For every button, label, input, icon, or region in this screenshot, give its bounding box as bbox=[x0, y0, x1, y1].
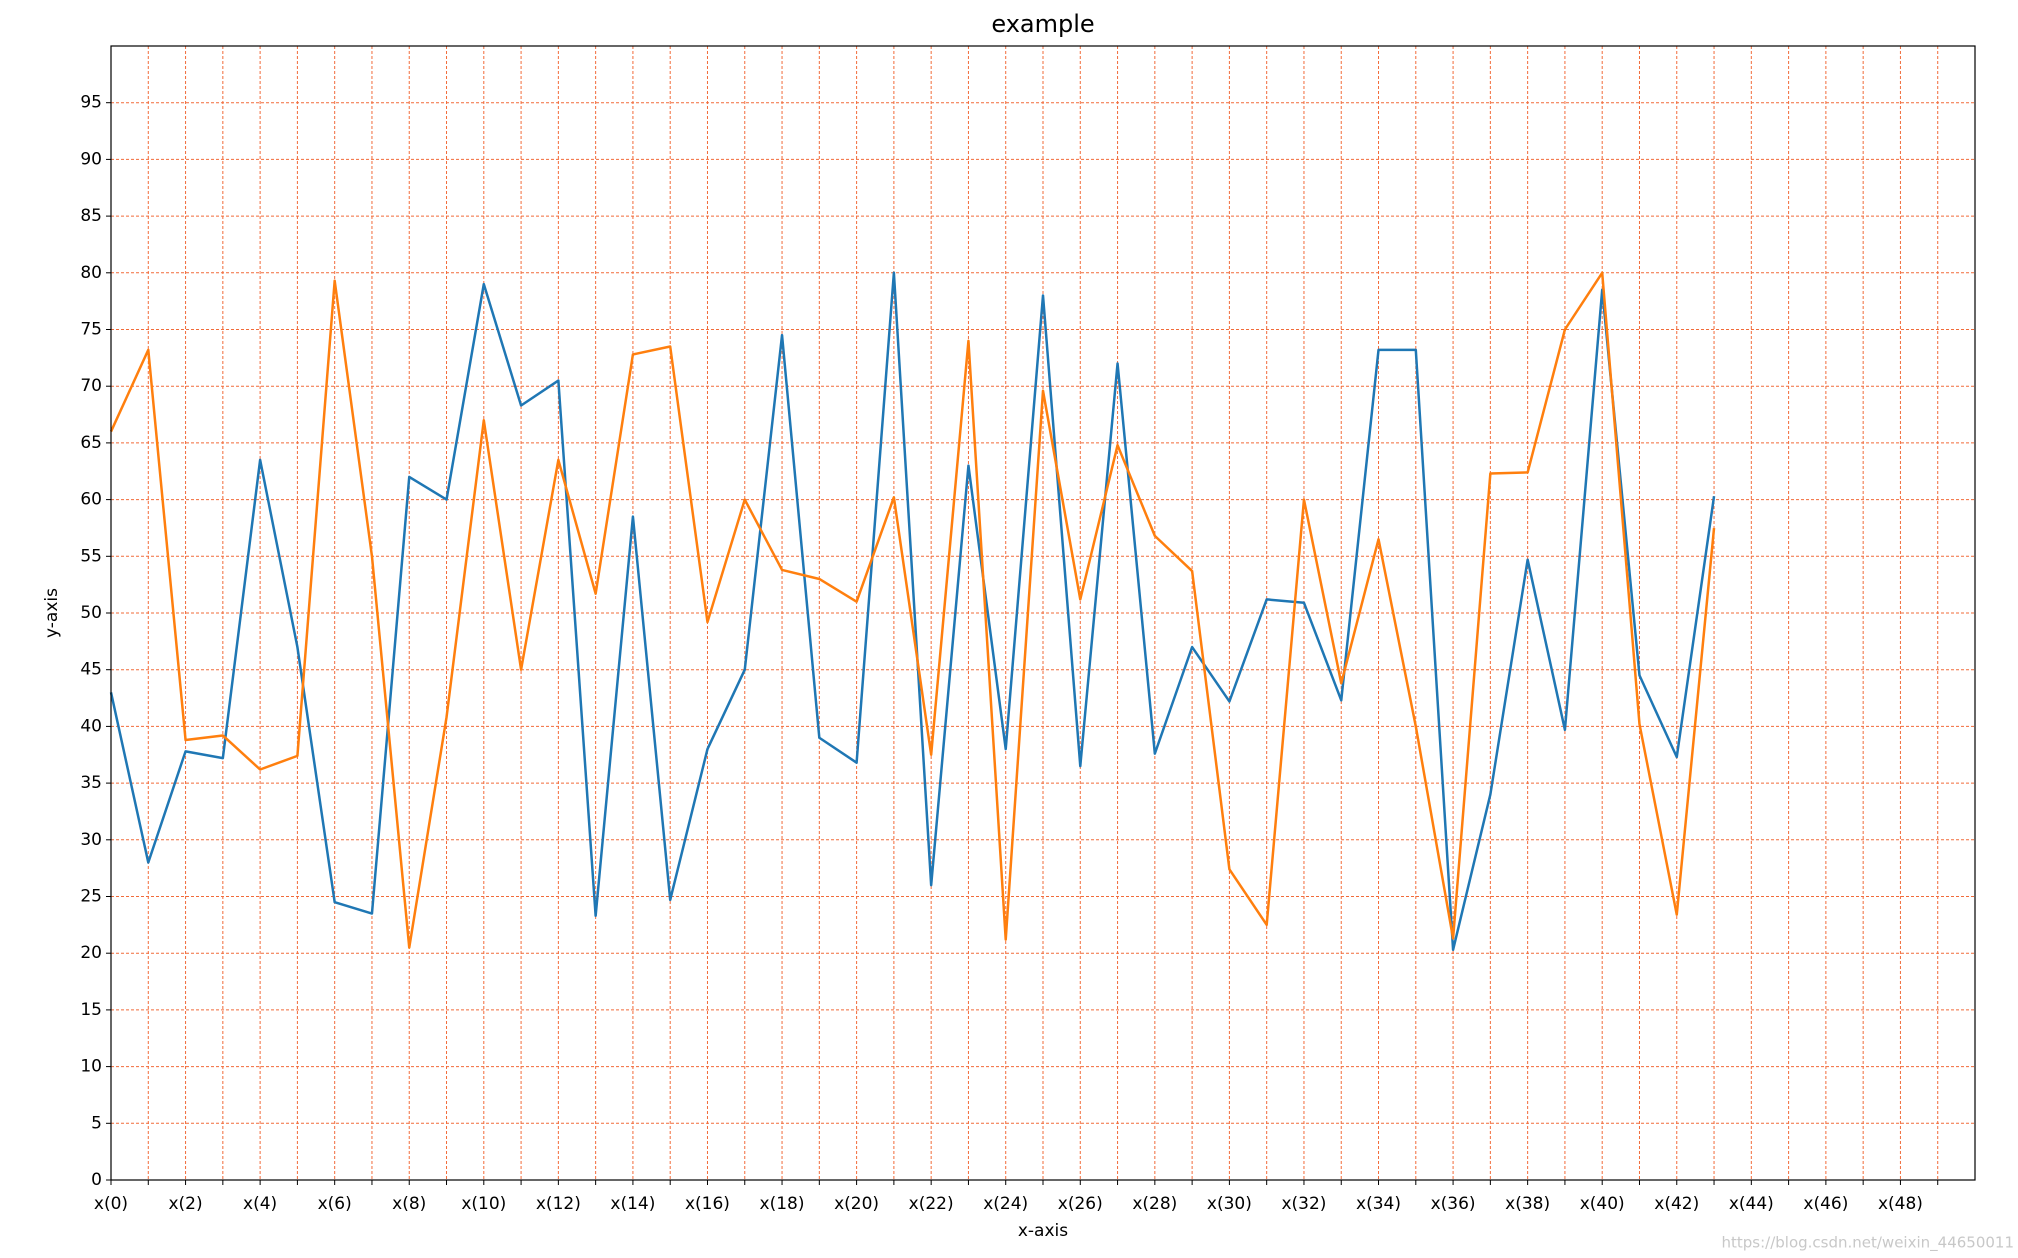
line-series bbox=[109, 271, 1716, 952]
y-tick-label: 35 bbox=[80, 773, 102, 793]
y-tick-label: 0 bbox=[91, 1170, 102, 1190]
y-axis-label: y-axis bbox=[42, 588, 62, 638]
x-tick-label: x(48) bbox=[1878, 1194, 1923, 1214]
x-tick-label: x(4) bbox=[243, 1194, 277, 1214]
x-tick-label: x(26) bbox=[1058, 1194, 1103, 1214]
x-tick-label: x(34) bbox=[1356, 1194, 1401, 1214]
y-tick-label: 10 bbox=[80, 1057, 102, 1077]
y-tick-label: 30 bbox=[80, 830, 102, 850]
y-tick-label: 25 bbox=[80, 887, 102, 907]
y-tick-label: 65 bbox=[80, 433, 102, 453]
x-tick-label: x(16) bbox=[685, 1194, 730, 1214]
line-series bbox=[109, 271, 1716, 949]
y-tick-label: 45 bbox=[80, 660, 102, 680]
y-tick-label: 70 bbox=[80, 376, 102, 396]
x-axis-label: x-axis bbox=[1018, 1221, 1068, 1241]
watermark: https://blog.csdn.net/weixin_44650011 bbox=[1721, 1234, 2014, 1253]
x-tick-label: x(8) bbox=[392, 1194, 426, 1214]
y-tick-label: 55 bbox=[80, 546, 102, 566]
x-tick-label: x(12) bbox=[536, 1194, 581, 1214]
x-tick-label: x(22) bbox=[909, 1194, 954, 1214]
x-tick-label: x(0) bbox=[94, 1194, 128, 1214]
x-tick-label: x(44) bbox=[1729, 1194, 1774, 1214]
x-tick-label: x(24) bbox=[983, 1194, 1028, 1214]
x-tick-label: x(46) bbox=[1803, 1194, 1848, 1214]
y-tick-label: 50 bbox=[80, 603, 102, 623]
y-tick-label: 95 bbox=[80, 93, 102, 113]
x-tick-label: x(36) bbox=[1431, 1194, 1476, 1214]
y-tick-label: 60 bbox=[80, 490, 102, 510]
y-tick-label: 90 bbox=[80, 149, 102, 169]
y-tick-label: 20 bbox=[80, 943, 102, 963]
x-tick-label: x(18) bbox=[760, 1194, 805, 1214]
chart-title: example bbox=[991, 10, 1094, 38]
x-tick-label: x(28) bbox=[1132, 1194, 1177, 1214]
y-tick-label: 40 bbox=[80, 716, 102, 736]
plot-frame bbox=[110, 45, 1976, 1181]
y-tick-label: 85 bbox=[80, 206, 102, 226]
y-tick-label: 75 bbox=[80, 320, 102, 340]
x-tick-label: x(14) bbox=[610, 1194, 655, 1214]
x-tick-label: x(42) bbox=[1654, 1194, 1699, 1214]
y-tick-label: 15 bbox=[80, 1000, 102, 1020]
x-tick-label: x(40) bbox=[1580, 1194, 1625, 1214]
y-tick-label: 5 bbox=[91, 1113, 102, 1133]
x-tick-label: x(10) bbox=[461, 1194, 506, 1214]
x-tick-label: x(32) bbox=[1281, 1194, 1326, 1214]
y-tick-label: 80 bbox=[80, 263, 102, 283]
x-tick-label: x(30) bbox=[1207, 1194, 1252, 1214]
x-tick-label: x(2) bbox=[168, 1194, 202, 1214]
x-tick-label: x(6) bbox=[318, 1194, 352, 1214]
x-tick-label: x(20) bbox=[834, 1194, 879, 1214]
x-tick-label: x(38) bbox=[1505, 1194, 1550, 1214]
